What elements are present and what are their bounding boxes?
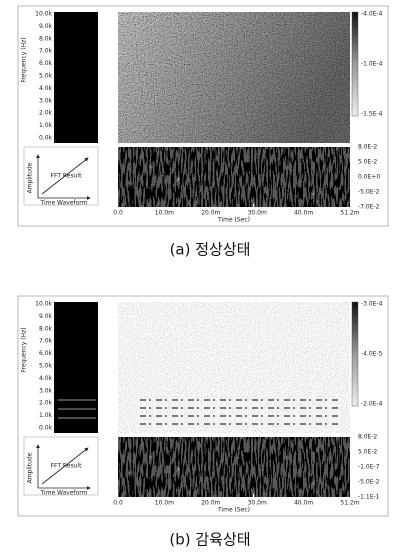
inset-y-label: Amplitude bbox=[27, 162, 34, 193]
y-axis-title: Frequency (Hz) bbox=[21, 37, 28, 82]
colorbar-label: -3.0E-4 bbox=[361, 301, 383, 308]
inset-arrow bbox=[41, 447, 89, 485]
panel: Amplitude Time Waveform FFT Result 10.0k 9.0… bbox=[17, 5, 389, 259]
amplitude-label: -1.1E-1 bbox=[358, 494, 380, 501]
y-tick-label: 5.0k bbox=[39, 363, 53, 370]
y-tick-label: 1.0k bbox=[39, 122, 53, 129]
panel: Amplitude Time Waveform FFT Result 10.0k 9.0… bbox=[17, 295, 389, 549]
y-tick-label: 10.0k bbox=[35, 301, 52, 308]
spectrogram bbox=[118, 302, 350, 433]
y-tick-label: 2.0k bbox=[39, 400, 53, 407]
spectrum-strip bbox=[54, 12, 98, 143]
inset-arrow-label: FFT Result bbox=[51, 463, 83, 470]
y-tick-label: 6.0k bbox=[39, 60, 53, 67]
y-tick-label: 6.0k bbox=[39, 350, 53, 357]
x-axis-title: Time (Sec) bbox=[217, 507, 250, 514]
caption: (a) 정상상태 bbox=[170, 241, 251, 259]
y-tick-label: 8.0k bbox=[39, 35, 53, 42]
colorbar bbox=[351, 11, 359, 117]
colorbar-label: -1.0E-4 bbox=[361, 61, 383, 68]
y-tick-label: 5.0k bbox=[39, 73, 53, 80]
y-tick-label: 0.0k bbox=[39, 425, 53, 432]
caption: (b) 감육상태 bbox=[169, 531, 250, 549]
colorbar-label: -4.0E-5 bbox=[361, 351, 383, 358]
x-tick-label: 0.0 bbox=[113, 500, 123, 507]
amplitude-label: -5.0E-2 bbox=[358, 479, 380, 486]
inset-x-label: Time Waveform bbox=[39, 200, 87, 207]
x-tick-label: 40.0m bbox=[294, 500, 313, 507]
x-tick-label: 51.2m bbox=[340, 210, 359, 217]
amplitude-label: -5.0E-2 bbox=[358, 189, 380, 196]
amplitude-label: 0.0E+0 bbox=[358, 174, 380, 181]
y-tick-label: 9.0k bbox=[39, 23, 53, 30]
x-axis-title: Time (Sec) bbox=[217, 217, 250, 224]
colorbar-label: -4.0E-4 bbox=[361, 11, 383, 18]
spectrogram bbox=[118, 12, 350, 143]
inset-y-label: Amplitude bbox=[27, 452, 34, 483]
x-tick-label: 0.0 bbox=[113, 210, 123, 217]
inset-arrow bbox=[41, 157, 89, 195]
x-tick-label: 10.0m bbox=[155, 210, 174, 217]
inset-arrow-label: FFT Result bbox=[51, 173, 83, 180]
x-tick-label: 51.2m bbox=[340, 500, 359, 507]
y-tick-label: 4.0k bbox=[39, 85, 53, 92]
inset-x-label: Time Waveform bbox=[39, 490, 87, 497]
y-tick-label: 9.0k bbox=[39, 313, 53, 320]
colorbar bbox=[351, 301, 359, 407]
amplitude-label: 8.0E-2 bbox=[358, 434, 377, 441]
y-tick-label: 10.0k bbox=[35, 11, 52, 18]
waveform bbox=[118, 437, 350, 497]
y-tick-label: 0.0k bbox=[39, 135, 53, 142]
amplitude-label: -1.0E-7 bbox=[358, 464, 380, 471]
y-axis-title: Frequency (Hz) bbox=[21, 327, 28, 372]
amplitude-label: 5.0E-2 bbox=[358, 159, 377, 166]
amplitude-label: -7.0E-2 bbox=[358, 204, 380, 211]
y-tick-label: 3.0k bbox=[39, 387, 53, 394]
y-tick-label: 7.0k bbox=[39, 338, 53, 345]
y-tick-label: 1.0k bbox=[39, 412, 53, 419]
waveform bbox=[118, 147, 350, 207]
x-tick-label: 20.0m bbox=[201, 500, 220, 507]
x-tick-label: 40.0m bbox=[294, 210, 313, 217]
amplitude-label: 5.0E-2 bbox=[358, 449, 377, 456]
colorbar-label: -1.5E-4 bbox=[361, 111, 383, 118]
amplitude-label: 8.0E-2 bbox=[358, 144, 377, 151]
y-tick-label: 4.0k bbox=[39, 375, 53, 382]
x-tick-label: 30.0m bbox=[248, 500, 267, 507]
x-tick-label: 30.0m bbox=[248, 210, 267, 217]
y-tick-label: 7.0k bbox=[39, 48, 53, 55]
y-tick-label: 8.0k bbox=[39, 325, 53, 332]
colorbar-label: -2.0E-4 bbox=[361, 401, 383, 408]
spectrum-strip bbox=[54, 302, 98, 433]
y-tick-label: 3.0k bbox=[39, 97, 53, 104]
x-tick-label: 10.0m bbox=[155, 500, 174, 507]
x-tick-label: 20.0m bbox=[201, 210, 220, 217]
y-tick-label: 2.0k bbox=[39, 110, 53, 117]
